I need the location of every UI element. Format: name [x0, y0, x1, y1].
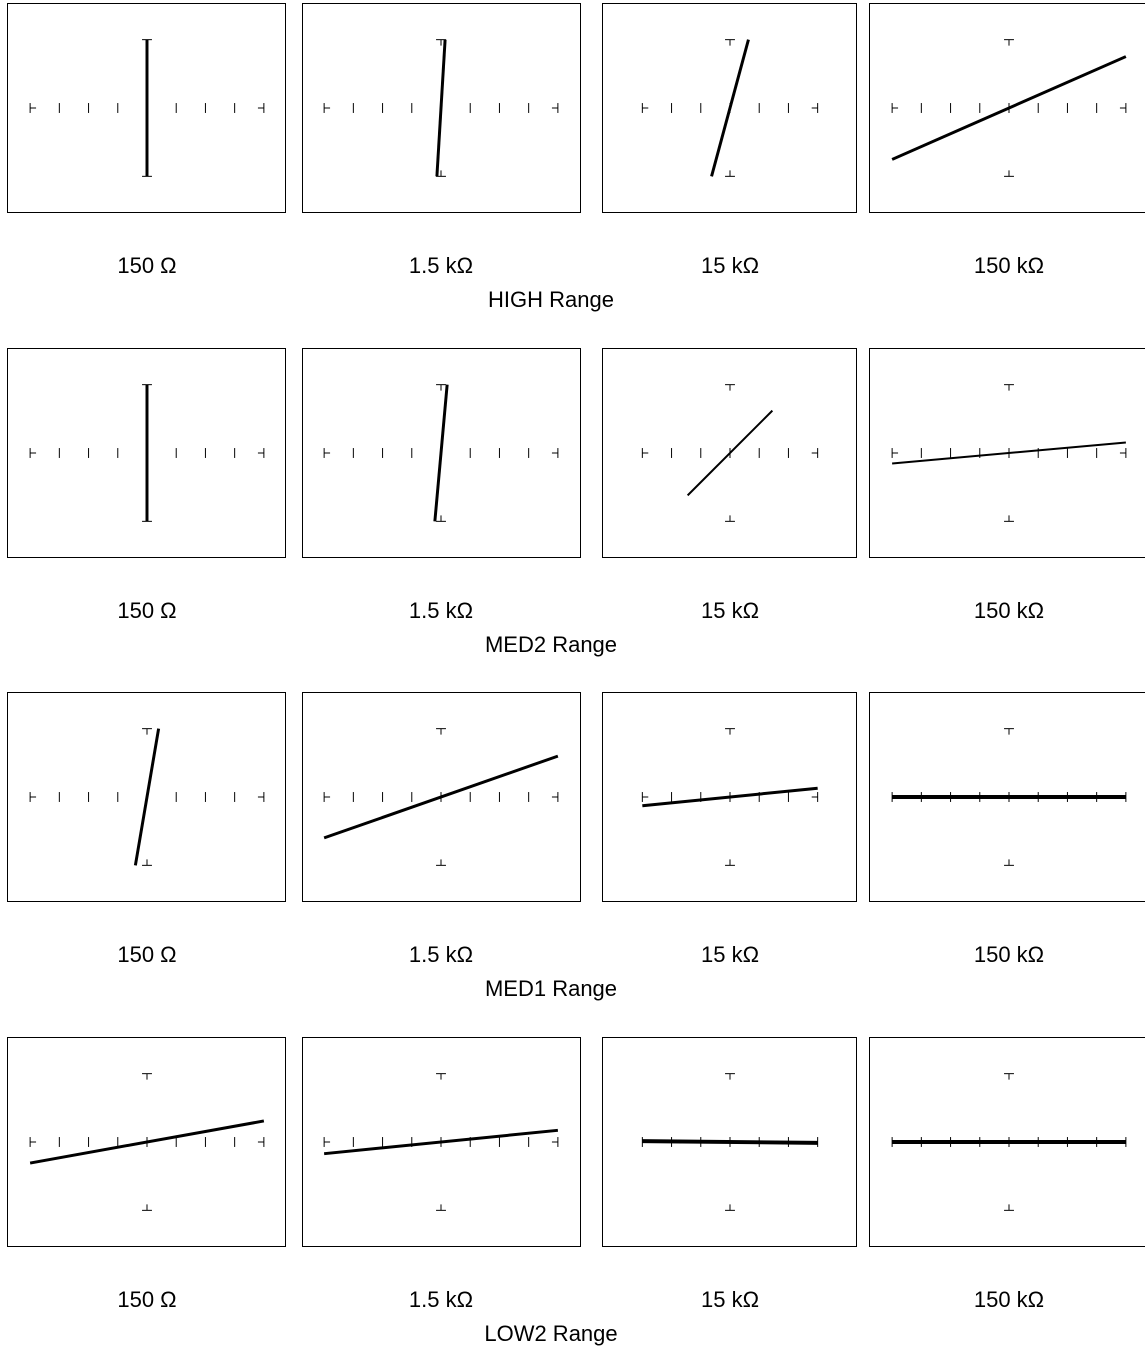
- curve-tracer-display: [602, 1037, 857, 1247]
- display-graticule: [641, 728, 819, 866]
- vi-trace: [133, 728, 161, 866]
- range-title: MED2 Range: [484, 632, 618, 657]
- curve-tracer-display: [7, 348, 286, 558]
- display-graticule: [891, 728, 1127, 866]
- range-title: MED1 Range: [484, 976, 618, 1001]
- curve-tracer-display: [7, 1037, 286, 1247]
- resistance-label: 15 kΩ: [700, 598, 760, 623]
- resistance-label: 150 Ω: [117, 598, 177, 623]
- resistance-label: 1.5 kΩ: [408, 253, 474, 278]
- resistance-label: 150 kΩ: [973, 942, 1045, 967]
- vi-trace: [642, 786, 818, 808]
- curve-tracer-display: [302, 1037, 581, 1247]
- display-graticule: [323, 728, 559, 866]
- curve-tracer-display: [302, 692, 581, 902]
- vi-trace: [433, 384, 449, 522]
- display-graticule: [323, 1073, 559, 1211]
- curve-tracer-display: [602, 692, 857, 902]
- vi-trace: [686, 409, 774, 497]
- curve-tracer-display: [869, 3, 1145, 213]
- vi-trace: [710, 39, 750, 177]
- resistance-label: 150 Ω: [117, 942, 177, 967]
- vi-trace: [891, 55, 1127, 161]
- vi-trace: [892, 441, 1126, 465]
- display-graticule: [29, 384, 265, 522]
- display-graticule: [29, 39, 265, 177]
- curve-tracer-display: [869, 348, 1145, 558]
- vi-trace: [323, 1128, 559, 1156]
- resistance-label: 150 Ω: [117, 1287, 177, 1312]
- range-title: HIGH Range: [488, 287, 614, 312]
- curve-tracer-display: [7, 3, 286, 213]
- resistance-label: 150 Ω: [117, 253, 177, 278]
- curve-tracer-display: [302, 3, 581, 213]
- display-graticule: [29, 728, 265, 866]
- display-graticule: [891, 1073, 1127, 1211]
- vi-trace: [29, 1119, 265, 1165]
- curve-tracer-display: [302, 348, 581, 558]
- resistance-label: 15 kΩ: [700, 942, 760, 967]
- resistance-label: 150 kΩ: [973, 253, 1045, 278]
- resistance-label: 1.5 kΩ: [408, 942, 474, 967]
- range-title: LOW2 Range: [484, 1321, 618, 1346]
- resistance-label: 15 kΩ: [700, 1287, 760, 1312]
- resistance-label: 150 kΩ: [973, 1287, 1045, 1312]
- vi-trace: [642, 1139, 818, 1145]
- vi-trace: [323, 754, 559, 840]
- display-graticule: [641, 39, 819, 177]
- display-graticule: [641, 1073, 819, 1211]
- resistance-label: 15 kΩ: [700, 253, 760, 278]
- display-graticule: [891, 384, 1127, 522]
- curve-tracer-display: [7, 692, 286, 902]
- resistance-label: 150 kΩ: [973, 598, 1045, 623]
- curve-tracer-display: [869, 1037, 1145, 1247]
- vi-trace: [435, 39, 447, 177]
- display-graticule: [29, 1073, 265, 1211]
- curve-tracer-display: [602, 3, 857, 213]
- display-graticule: [891, 39, 1127, 177]
- display-graticule: [641, 384, 819, 522]
- resistance-label: 1.5 kΩ: [408, 598, 474, 623]
- display-graticule: [323, 384, 559, 522]
- curve-tracer-display: [602, 348, 857, 558]
- curve-tracer-display: [869, 692, 1145, 902]
- display-graticule: [323, 39, 559, 177]
- resistance-label: 1.5 kΩ: [408, 1287, 474, 1312]
